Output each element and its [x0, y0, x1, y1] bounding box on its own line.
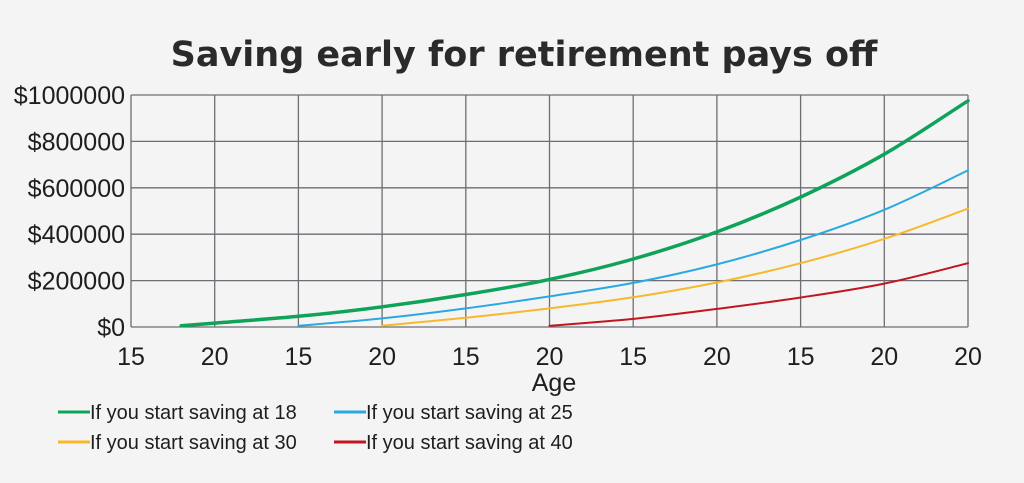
series-lines: [179, 99, 970, 328]
legend-label: If you start saving at 40: [366, 432, 573, 454]
series-line-1: [179, 99, 970, 328]
x-tick-label: 20: [201, 343, 229, 371]
x-tick-label: 20: [536, 343, 564, 371]
legend: If you start saving at 18 If you start sa…: [58, 402, 573, 454]
chart-title: Saving early for retirement pays off: [171, 35, 878, 75]
x-tick-label: 20: [870, 343, 898, 371]
series-line-2: [297, 169, 969, 327]
y-tick-label: $400000: [28, 221, 125, 249]
x-tick-label: 15: [787, 343, 815, 371]
y-tick-label: $200000: [28, 268, 125, 296]
y-tick-label: $1000000: [14, 82, 125, 110]
y-tick-label: $0: [97, 314, 125, 342]
y-axis: $0 $200000 $400000 $600000 $800000 $1000000: [14, 82, 125, 342]
x-tick-label: 20: [954, 343, 982, 371]
x-tick-label: 15: [619, 343, 647, 371]
y-tick-label: $800000: [28, 128, 125, 156]
x-tick-label: 15: [284, 343, 312, 371]
x-tick-label: 15: [117, 343, 145, 371]
legend-label: If you start saving at 30: [90, 432, 297, 454]
series-line-4: [548, 262, 969, 327]
x-tick-label: 20: [368, 343, 396, 371]
x-axis: 15 20 15 20 15 20 15 20 15 20 20: [117, 343, 982, 371]
x-tick-label: 20: [703, 343, 731, 371]
plot-area: $0 $200000 $400000 $600000 $800000 $1000000 1…: [14, 82, 982, 371]
y-tick-label: $600000: [28, 175, 125, 203]
gridlines: [130, 94, 969, 328]
x-axis-label: Age: [532, 369, 576, 397]
legend-label: If you start saving at 25: [366, 402, 573, 424]
series-line-3: [381, 207, 969, 327]
x-tick-label: 15: [452, 343, 480, 371]
legend-label: If you start saving at 18: [90, 402, 297, 424]
